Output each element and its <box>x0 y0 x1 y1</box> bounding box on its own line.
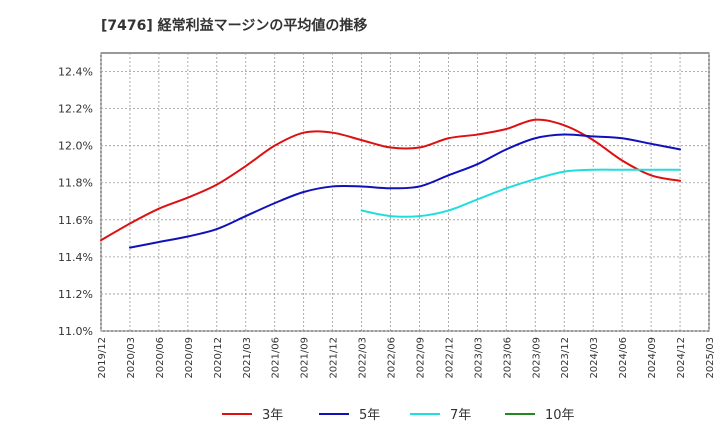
x-tick-label: 2022/06 <box>387 337 398 379</box>
chart-title: [7476] 経常利益マージンの平均値の推移 <box>101 17 367 34</box>
x-tick-label: 2024/06 <box>618 337 629 379</box>
x-tick-label: 2023/09 <box>531 337 542 379</box>
x-tick-label: 2025/03 <box>705 337 716 379</box>
x-tick-label: 2020/03 <box>126 337 137 379</box>
x-tick-label: 2021/03 <box>242 337 253 379</box>
legend-label: 3年 <box>262 408 283 423</box>
x-tick-label: 2021/12 <box>329 337 340 379</box>
x-tick-label: 2023/03 <box>473 337 484 379</box>
series-line-2 <box>128 133 682 249</box>
y-axis-ticks: 11.0% 11.2% 11.4% 11.6% 11.8% 12.0% 12.2% 12.4% <box>58 66 93 338</box>
x-tick-label: 2019/12 <box>97 337 108 379</box>
x-tick-label: 2020/12 <box>213 337 224 379</box>
y-tick-label: 12.0% <box>58 140 93 153</box>
y-tick-label: 11.2% <box>58 288 93 301</box>
y-tick-label: 11.4% <box>58 251 93 264</box>
x-tick-label: 2022/09 <box>415 337 426 379</box>
plot-area <box>100 52 710 332</box>
x-tick-label: 2023/06 <box>502 337 513 379</box>
x-tick-label: 2020/06 <box>155 337 166 379</box>
x-tick-label: 2024/09 <box>647 337 658 379</box>
legend-label: 5年 <box>359 408 380 423</box>
y-tick-label: 11.8% <box>58 177 93 190</box>
x-tick-label: 2021/09 <box>300 337 311 379</box>
legend-label: 10年 <box>545 408 575 423</box>
y-tick-label: 12.2% <box>58 103 93 116</box>
x-tick-label: 2020/09 <box>184 337 195 379</box>
series-line-3 <box>360 168 682 218</box>
x-tick-label: 2023/12 <box>560 337 571 379</box>
x-tick-label: 2022/03 <box>358 337 369 379</box>
series-lines <box>100 118 682 249</box>
x-tick-label: 2024/12 <box>676 337 687 379</box>
y-tick-label: 11.0% <box>58 325 93 338</box>
legend: 3年 5年 7年 10年 <box>222 408 575 423</box>
x-tick-label: 2024/03 <box>589 337 600 379</box>
legend-label: 7年 <box>450 408 471 423</box>
x-axis-ticks: 2019/12 2020/03 2020/06 2020/09 2020/12 2021/… <box>97 337 716 379</box>
grid-lines <box>100 53 710 332</box>
y-tick-label: 12.4% <box>58 66 93 79</box>
x-tick-label: 2021/06 <box>271 337 282 379</box>
y-tick-label: 11.6% <box>58 214 93 227</box>
x-tick-label: 2022/12 <box>444 337 455 379</box>
